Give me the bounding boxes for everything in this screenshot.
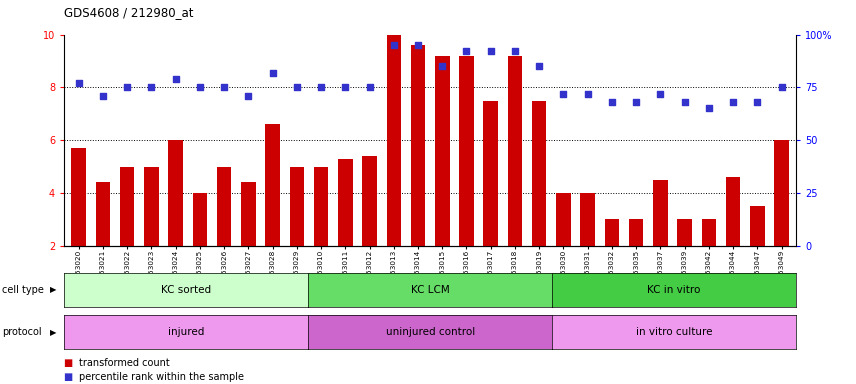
Text: ■: ■ — [64, 358, 76, 368]
Point — [193, 84, 207, 91]
Point — [581, 91, 595, 97]
Text: transformed count: transformed count — [79, 358, 169, 368]
Point — [338, 84, 352, 91]
Point — [678, 99, 692, 105]
Text: in vitro culture: in vitro culture — [636, 327, 712, 337]
Bar — [726, 177, 740, 246]
Text: ■: ■ — [64, 372, 76, 382]
Text: cell type: cell type — [2, 285, 44, 295]
Point — [411, 42, 425, 48]
Bar — [750, 206, 764, 246]
Point — [653, 91, 667, 97]
Bar — [289, 167, 304, 246]
Text: ▶: ▶ — [50, 328, 56, 337]
Bar — [144, 167, 158, 246]
Text: KC in vitro: KC in vitro — [647, 285, 701, 295]
Text: injured: injured — [168, 327, 205, 337]
Bar — [580, 193, 595, 246]
Point — [556, 91, 570, 97]
Bar — [532, 101, 546, 246]
Point — [241, 93, 255, 99]
Bar — [265, 124, 280, 246]
Point — [290, 84, 304, 91]
Bar — [338, 159, 353, 246]
Bar — [314, 167, 329, 246]
Text: protocol: protocol — [2, 327, 41, 337]
Point — [460, 48, 473, 55]
Point — [751, 99, 764, 105]
Bar — [556, 193, 571, 246]
Point — [96, 93, 110, 99]
Bar — [653, 180, 668, 246]
Point — [629, 99, 643, 105]
Point — [484, 48, 497, 55]
Text: percentile rank within the sample: percentile rank within the sample — [79, 372, 244, 382]
Bar — [435, 56, 449, 246]
Point — [436, 63, 449, 70]
Text: KC sorted: KC sorted — [161, 285, 211, 295]
Point — [217, 84, 231, 91]
Text: KC LCM: KC LCM — [411, 285, 449, 295]
Bar — [169, 140, 183, 246]
Point — [508, 48, 522, 55]
Bar — [120, 167, 134, 246]
Bar — [508, 56, 522, 246]
Point — [265, 70, 279, 76]
Bar — [484, 101, 498, 246]
Bar — [411, 45, 425, 246]
Text: ▶: ▶ — [50, 285, 56, 295]
Point — [314, 84, 328, 91]
Point — [702, 106, 716, 112]
Point — [605, 99, 619, 105]
Point — [387, 42, 401, 48]
Bar — [629, 219, 644, 246]
Bar — [217, 167, 231, 246]
Bar — [387, 35, 401, 246]
Point — [775, 84, 788, 91]
Bar — [677, 219, 692, 246]
Bar — [193, 193, 207, 246]
Bar — [459, 56, 473, 246]
Bar — [604, 219, 619, 246]
Point — [169, 76, 182, 82]
Text: uninjured control: uninjured control — [385, 327, 475, 337]
Bar — [775, 140, 789, 246]
Bar — [362, 156, 377, 246]
Point — [726, 99, 740, 105]
Point — [363, 84, 377, 91]
Point — [121, 84, 134, 91]
Bar — [96, 182, 110, 246]
Point — [532, 63, 546, 70]
Point — [145, 84, 158, 91]
Bar — [702, 219, 716, 246]
Bar — [241, 182, 256, 246]
Text: GDS4608 / 212980_at: GDS4608 / 212980_at — [64, 6, 193, 19]
Point — [72, 80, 86, 86]
Bar — [71, 148, 86, 246]
